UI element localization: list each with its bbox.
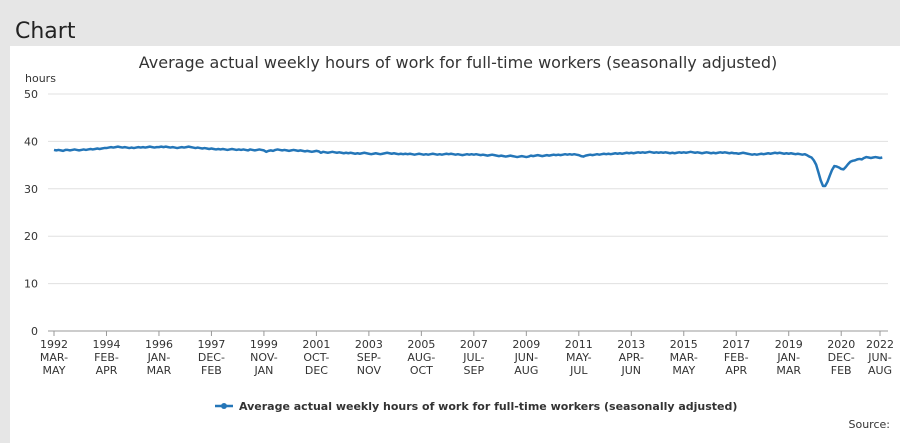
x-tick-label: 2003 SEP-NOV xyxy=(355,338,383,377)
x-tick-label-line: JUN- xyxy=(867,351,892,364)
x-tick-label-line: 2007 xyxy=(460,338,488,351)
x-tick-label: 2019 JAN-MAR xyxy=(775,338,803,377)
x-tick-label-line: FEB xyxy=(201,364,222,377)
x-tick-label-line: MAY xyxy=(43,364,66,377)
x-tick-label-line: AUG- xyxy=(407,351,435,364)
x-tick-label: 2015 MAR-MAY xyxy=(670,338,698,377)
x-tick-label-line: 2009 xyxy=(512,338,540,351)
x-tick-label-line: FEB- xyxy=(94,351,119,364)
x-tick-label-line: MAY xyxy=(672,364,695,377)
x-tick-label-line: APR xyxy=(96,364,118,377)
x-tick-label-line: APR xyxy=(725,364,747,377)
x-tick-label-line: 2019 xyxy=(775,338,803,351)
x-tick-label-line: MAR xyxy=(776,364,801,377)
x-tick-label-line: DEC- xyxy=(198,351,225,364)
x-tick-label-line: 2022 xyxy=(866,338,894,351)
x-tick-label: 1996 JAN-MAR xyxy=(145,338,173,377)
x-tick-label-line: 2003 xyxy=(355,338,383,351)
x-tick-label-line: MAR- xyxy=(670,351,698,364)
x-tick-label-line: OCT- xyxy=(303,351,329,364)
legend-marker xyxy=(221,403,227,409)
y-axis-label: hours xyxy=(25,72,56,85)
x-tick-label-line: 2017 xyxy=(722,338,750,351)
y-tick-label: 50 xyxy=(24,88,38,101)
y-tick-label: 20 xyxy=(24,230,38,243)
x-tick-label-line: JUL- xyxy=(462,351,484,364)
x-tick-label-line: DEC xyxy=(305,364,328,377)
x-tick-label-line: JUN- xyxy=(514,351,539,364)
x-tick-label: 1992 MAR-MAY xyxy=(40,338,68,377)
x-tick-label: 1994 FEB-APR xyxy=(92,338,120,377)
x-tick-label-line: AUG xyxy=(514,364,538,377)
x-tick-label-line: 1997 xyxy=(197,338,225,351)
x-tick-label-line: APR- xyxy=(619,351,644,364)
x-tick-label: 1997 DEC-FEB xyxy=(197,338,225,377)
y-tick-label: 10 xyxy=(24,278,38,291)
y-tick-label: 40 xyxy=(24,135,38,148)
x-tick-label-line: FEB- xyxy=(724,351,749,364)
x-tick-label-line: DEC- xyxy=(828,351,855,364)
x-tick-label-line: JAN- xyxy=(776,351,800,364)
x-tick-label: 2013 APR-JUN xyxy=(617,338,645,377)
x-tick-label-line: 2011 xyxy=(565,338,593,351)
x-tick-label-line: NOV- xyxy=(250,351,278,364)
x-tick-label: 2009 JUN-AUG xyxy=(512,338,540,377)
x-tick-label-line: SEP xyxy=(464,364,485,377)
x-tick-label-line: 1999 xyxy=(250,338,278,351)
x-tick-label-line: JUL xyxy=(569,364,588,377)
x-tick-label-line: JUN xyxy=(621,364,642,377)
x-tick-label-line: 1992 xyxy=(40,338,68,351)
x-tick-label-line: MAY- xyxy=(566,351,592,364)
x-tick-label-line: 2005 xyxy=(407,338,435,351)
x-tick-label: 2017 FEB-APR xyxy=(722,338,750,377)
x-tick-label-line: JAN- xyxy=(147,351,171,364)
x-tick-label-line: OCT xyxy=(410,364,433,377)
x-tick-label: 2020 DEC-FEB xyxy=(827,338,855,377)
page-heading: Chart xyxy=(15,19,76,44)
x-tick-label-line: 1994 xyxy=(92,338,120,351)
x-tick-label-line: NOV xyxy=(357,364,382,377)
legend-label: Average actual weekly hours of work for … xyxy=(239,400,737,413)
y-tick-label: 30 xyxy=(24,183,38,196)
x-tick-label: 2001 OCT-DEC xyxy=(302,338,330,377)
chart-panel xyxy=(10,46,900,443)
x-tick-label: 1999 NOV-JAN xyxy=(250,338,278,377)
x-tick-label-line: FEB xyxy=(831,364,852,377)
x-tick-label-line: 1996 xyxy=(145,338,173,351)
x-tick-label-line: AUG xyxy=(868,364,892,377)
x-tick-label-line: JAN xyxy=(254,364,274,377)
x-tick-label-line: 2001 xyxy=(302,338,330,351)
x-tick-label: 2005 AUG-OCT xyxy=(407,338,435,377)
x-tick-label-line: 2020 xyxy=(827,338,855,351)
x-tick-label-line: MAR xyxy=(147,364,172,377)
source-label: Source: xyxy=(849,418,891,431)
x-tick-label-line: 2015 xyxy=(670,338,698,351)
x-tick-label-line: SEP- xyxy=(357,351,381,364)
x-tick-label-line: MAR- xyxy=(40,351,68,364)
x-tick-label: 2022 JUN-AUG xyxy=(866,338,894,377)
data-line xyxy=(53,145,883,188)
x-tick-label: 2007 JUL-SEP xyxy=(460,338,488,377)
x-tick-label-line: 2013 xyxy=(617,338,645,351)
chart-title: Average actual weekly hours of work for … xyxy=(139,53,777,72)
x-tick-label: 2011 MAY-JUL xyxy=(565,338,593,377)
y-tick-label: 0 xyxy=(31,325,38,338)
